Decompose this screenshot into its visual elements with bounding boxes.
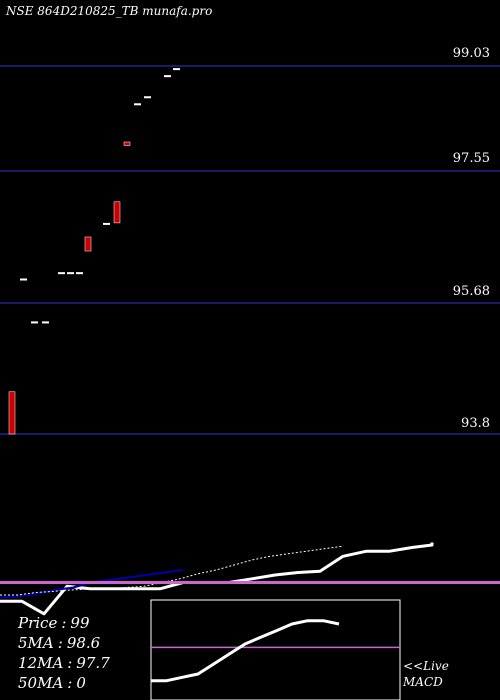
price-level-label: 99.03 <box>452 46 490 61</box>
candle <box>134 103 141 106</box>
stat-12ma-label: 12MA <box>18 654 64 672</box>
candle <box>113 201 121 224</box>
candle <box>20 278 27 281</box>
stat-50ma-label: 50MA <box>18 674 64 692</box>
candle <box>123 141 131 146</box>
candle <box>76 272 83 275</box>
stat-12ma-value: 97.7 <box>76 654 110 672</box>
stat-5ma-value: 98.6 <box>66 634 101 652</box>
candles <box>8 68 180 435</box>
price-line <box>0 542 434 616</box>
stat-12ma: 12MA:97.7 <box>18 654 110 672</box>
stat-50ma-value: 0 <box>76 674 86 692</box>
candle <box>31 321 38 324</box>
candle <box>58 272 65 275</box>
stat-5ma-label: 5MA <box>18 634 54 652</box>
macd-frame <box>150 599 401 700</box>
macd-name-label: MACD <box>403 675 443 689</box>
short-ma-line <box>0 545 343 596</box>
candle <box>67 272 74 275</box>
candle <box>103 222 110 225</box>
price-level-label: 93.8 <box>461 416 490 431</box>
candle <box>144 96 151 99</box>
indicator-lines <box>0 542 500 616</box>
candle <box>8 391 16 435</box>
candle <box>84 236 92 252</box>
price-grid <box>0 65 500 435</box>
macd-live-label: <<Live <box>403 659 449 673</box>
chart-title: NSE 864D210825_TB munafa.pro <box>6 4 213 18</box>
stat-50ma: 50MA:0 <box>18 674 86 692</box>
stat-price-value: 99 <box>70 614 90 632</box>
price-level-label: 95.68 <box>452 284 490 299</box>
macd-line <box>151 619 340 683</box>
candle <box>164 75 171 78</box>
candle <box>173 68 180 71</box>
price-level-label: 97.55 <box>452 151 490 166</box>
candle <box>42 321 49 324</box>
stat-5ma: 5MA:98.6 <box>18 634 101 652</box>
stat-price: Price:99 <box>18 614 90 632</box>
macd-panel <box>150 599 401 700</box>
stat-price-label: Price <box>18 614 58 632</box>
